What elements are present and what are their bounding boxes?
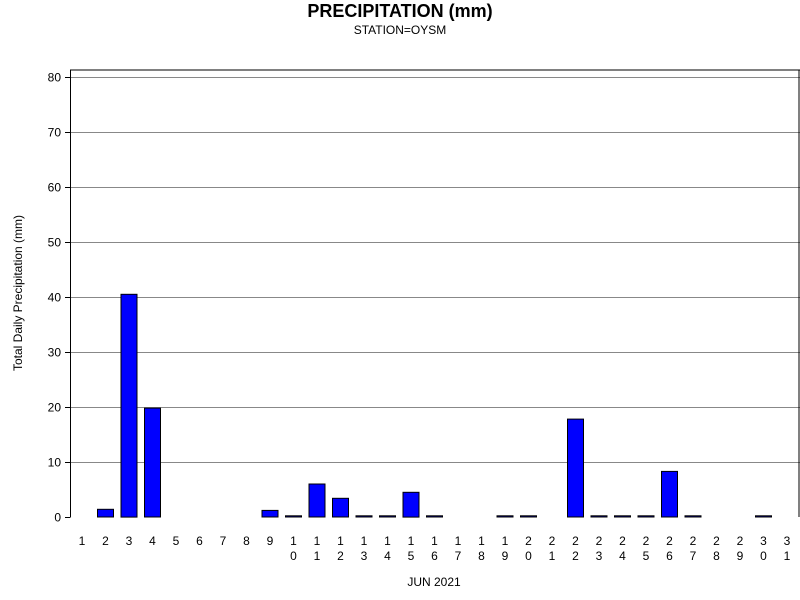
bar bbox=[97, 508, 114, 518]
chart-title: PRECIPITATION (mm) bbox=[307, 1, 493, 21]
bar bbox=[661, 470, 678, 518]
x-tick-label: 4 bbox=[149, 534, 156, 548]
y-tick-label: 70 bbox=[48, 126, 62, 140]
bar bbox=[285, 515, 302, 518]
y-axis-title: Total Daily Precipitation (mm) bbox=[11, 215, 25, 371]
grid-lines bbox=[70, 77, 800, 463]
x-tick-label: 1 bbox=[79, 534, 86, 548]
bar bbox=[684, 515, 702, 518]
y-tick-label: 80 bbox=[48, 71, 62, 85]
y-tick-label: 0 bbox=[54, 511, 61, 525]
chart-subtitle: STATION=OYSM bbox=[353, 23, 447, 37]
bar bbox=[614, 515, 631, 518]
bar bbox=[379, 515, 396, 518]
y-tick-label: 30 bbox=[48, 346, 62, 360]
bar bbox=[308, 483, 326, 518]
bar bbox=[496, 515, 514, 518]
x-tick-label: 9 bbox=[267, 534, 274, 548]
bar bbox=[590, 515, 608, 518]
bar bbox=[261, 509, 279, 518]
y-tick-label: 10 bbox=[48, 456, 62, 470]
bar bbox=[637, 515, 655, 518]
y-tick-label: 60 bbox=[48, 181, 62, 195]
x-tick-label: 5 bbox=[173, 534, 180, 548]
bar bbox=[402, 491, 420, 518]
y-tick-label: 40 bbox=[48, 291, 62, 305]
bar bbox=[144, 407, 161, 518]
axes bbox=[65, 69, 800, 518]
bar bbox=[567, 418, 584, 518]
x-tick-label: 2 bbox=[102, 534, 109, 548]
bar bbox=[755, 515, 772, 518]
y-tick-label: 20 bbox=[48, 401, 62, 415]
bar bbox=[120, 293, 138, 518]
bar bbox=[332, 497, 349, 518]
y-tick-label: 50 bbox=[48, 236, 62, 250]
x-axis-title: JUN 2021 bbox=[407, 575, 461, 589]
bars bbox=[97, 293, 772, 518]
bar bbox=[355, 515, 373, 518]
x-tick-label: 3 bbox=[126, 534, 133, 548]
x-tick-label: 7 bbox=[220, 534, 227, 548]
x-tick-label: 8 bbox=[243, 534, 250, 548]
x-tick-label: 6 bbox=[196, 534, 203, 548]
bar bbox=[520, 515, 537, 518]
bar bbox=[426, 515, 443, 518]
